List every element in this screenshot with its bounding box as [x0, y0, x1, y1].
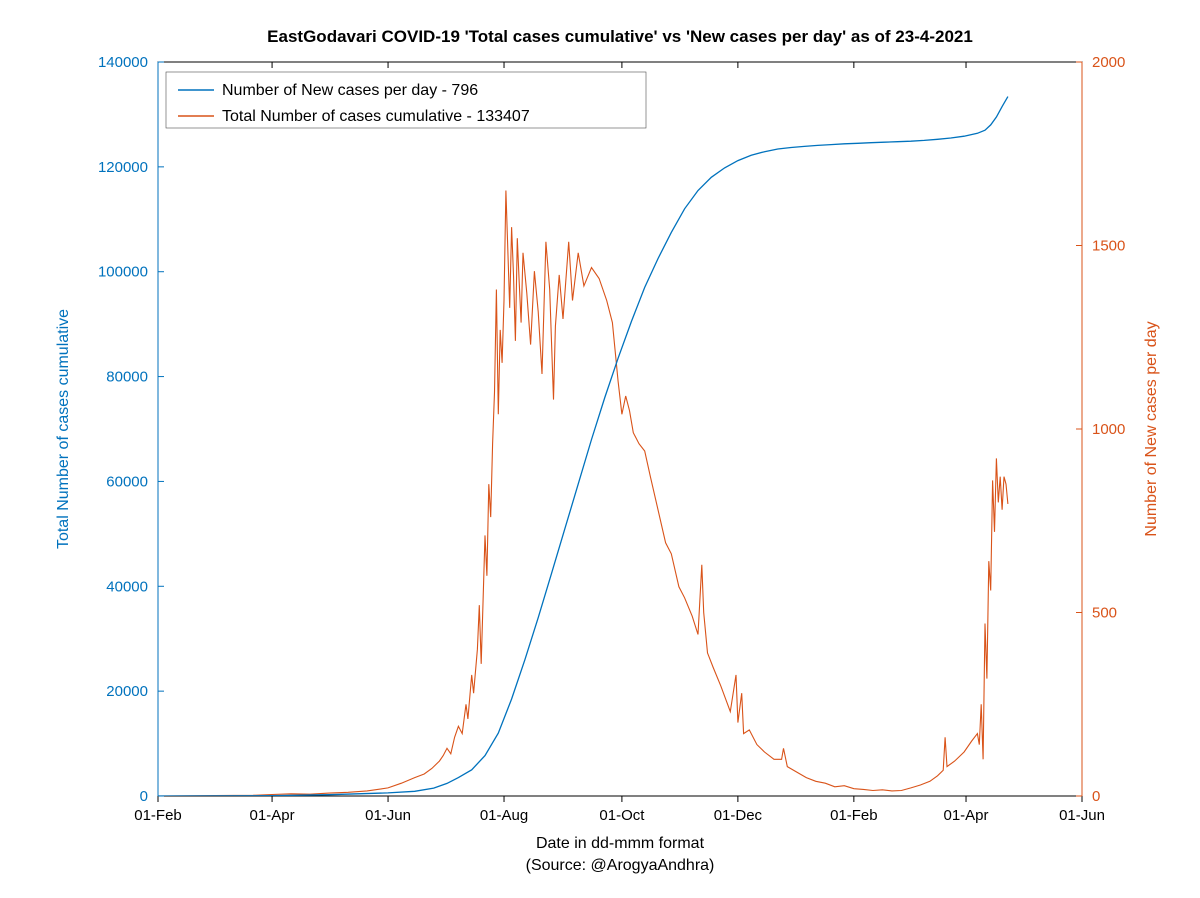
yl-tick-label: 0	[140, 788, 148, 805]
x-tick-label: 01-Feb	[830, 807, 878, 824]
yr-tick-label: 2000	[1092, 54, 1125, 71]
chart-svg: 01-Feb 01-Apr 01-Jun 01-Aug 01-Oct 01-Dec 01-F…	[0, 0, 1200, 898]
x-tick-label: 01-Oct	[599, 807, 645, 824]
plot-area	[158, 62, 1082, 796]
series-cumulative	[158, 97, 1008, 796]
x-tick-label: 01-Jun	[365, 807, 411, 824]
x-tick-label: 01-Apr	[944, 807, 989, 824]
right-axis-label: Number of New cases per day	[1143, 321, 1160, 536]
yl-tick-label: 120000	[98, 159, 148, 176]
legend-label: Number of New cases per day - 796	[222, 82, 478, 99]
yl-tick-label: 140000	[98, 54, 148, 71]
left-axis-label: Total Number of cases cumulative	[55, 309, 72, 549]
yr-tick-label: 500	[1092, 605, 1117, 622]
x-tick-label: 01-Feb	[134, 807, 182, 824]
x-tick-label: 01-Jun	[1059, 807, 1105, 824]
chart-title: EastGodavari COVID-19 'Total cases cumul…	[267, 27, 973, 46]
x-tick-label: 01-Apr	[250, 807, 295, 824]
source-label: (Source: @ArogyaAndhra)	[526, 857, 715, 874]
yr-tick-label: 0	[1092, 788, 1100, 805]
chart-container: 01-Feb 01-Apr 01-Jun 01-Aug 01-Oct 01-Dec 01-F…	[0, 0, 1200, 898]
yl-tick-label: 100000	[98, 264, 148, 281]
yl-tick-label: 80000	[106, 369, 148, 386]
yl-tick-label: 20000	[106, 683, 148, 700]
yl-tick-label: 40000	[106, 578, 148, 595]
x-tick-label: 01-Aug	[480, 807, 528, 824]
yr-tick-label: 1000	[1092, 421, 1125, 438]
series-daily	[158, 191, 1008, 797]
legend-label: Total Number of cases cumulative - 13340…	[222, 108, 530, 125]
yl-tick-label: 60000	[106, 473, 148, 490]
x-axis-label: Date in dd-mmm format	[536, 835, 705, 852]
x-tick-label: 01-Dec	[714, 807, 763, 824]
yr-tick-label: 1500	[1092, 238, 1125, 255]
